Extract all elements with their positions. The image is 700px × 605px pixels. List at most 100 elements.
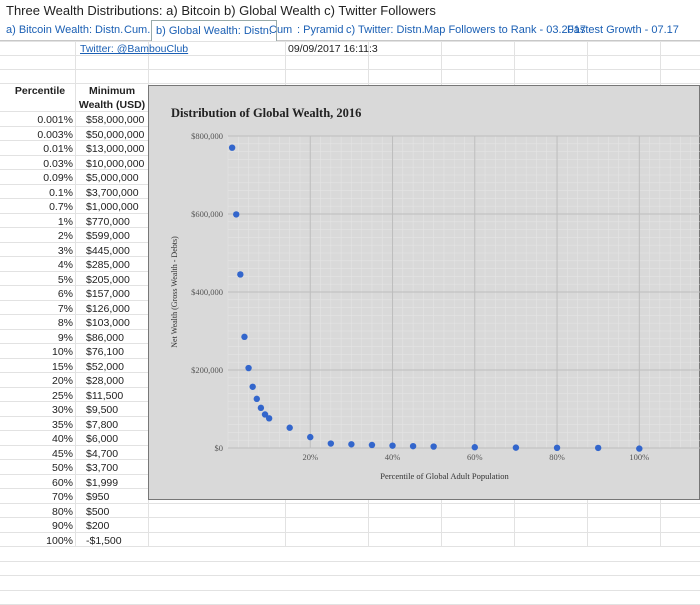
percentile-cell[interactable]: 0.7% <box>49 201 73 213</box>
data-point <box>237 271 244 278</box>
data-point <box>257 404 265 412</box>
percentile-cell[interactable]: 4% <box>57 259 73 271</box>
min-wealth-cell[interactable]: $28,000 <box>86 375 124 387</box>
min-wealth-cell[interactable]: $1,000,000 <box>86 201 139 213</box>
min-wealth-cell[interactable]: $52,000 <box>86 360 124 373</box>
wealth-distribution-chart[interactable]: Distribution of Global Wealth, 2016 $0 $2… <box>148 85 700 500</box>
percentile-cell[interactable]: 5% <box>57 273 73 286</box>
x-tick-label: 100% <box>629 452 649 462</box>
y-tick-label: $400,000 <box>191 287 223 297</box>
min-wealth-cell[interactable]: $445,000 <box>86 244 130 257</box>
y-tick-label: $600,000 <box>191 209 223 219</box>
min-wealth-cell[interactable]: $58,000,000 <box>86 114 145 126</box>
percentile-cell[interactable]: 0.03% <box>43 157 73 170</box>
percentile-cell[interactable]: 1% <box>57 215 73 228</box>
min-wealth-cell[interactable]: $770,000 <box>86 215 130 228</box>
data-point <box>253 395 260 403</box>
tab-bitcoin-cum[interactable]: Cum. <box>124 24 151 36</box>
min-wealth-cell[interactable]: -$1,500 <box>86 534 122 547</box>
min-wealth-cell[interactable]: $205,000 <box>86 273 130 286</box>
min-wealth-cell[interactable]: $10,000,000 <box>86 157 145 170</box>
percentile-cell[interactable]: 0.001% <box>37 114 73 126</box>
percentile-cell[interactable]: 60% <box>51 476 73 489</box>
data-point <box>245 364 252 372</box>
min-wealth-cell[interactable]: $3,700,000 <box>86 186 139 199</box>
y-tick-label: $0 <box>215 443 224 453</box>
min-wealth-cell[interactable]: $157,000 <box>86 288 130 300</box>
percentile-header: Percentile <box>14 85 66 97</box>
min-wealth-cell[interactable]: $76,100 <box>86 346 124 358</box>
percentile-cell[interactable]: 0.1% <box>49 186 73 199</box>
x-tick-label: 20% <box>302 452 318 462</box>
percentile-cell[interactable]: 50% <box>51 462 73 474</box>
percentile-cell[interactable]: 25% <box>51 389 73 402</box>
data-point <box>241 333 248 341</box>
y-tick-label: $800,000 <box>191 131 223 141</box>
data-point <box>409 442 417 450</box>
min-wealth-cell[interactable]: $5,000,000 <box>86 172 139 184</box>
tab-pyramid[interactable]: : Pyramid <box>297 24 344 36</box>
y-axis-label: Net Wealth (Gross Wealth - Debts) <box>170 236 179 348</box>
window-title: Three Wealth Distributions: a) Bitcoin b… <box>6 3 436 18</box>
tab-map-followers[interactable]: Map Followers to Rank - 03.2017 <box>424 24 587 36</box>
min-wealth-cell[interactable]: $950 <box>86 491 110 503</box>
percentile-cell[interactable]: 6% <box>57 288 73 300</box>
percentile-cell[interactable]: 20% <box>51 375 73 387</box>
min-wealth-cell[interactable]: $9,500 <box>86 404 119 416</box>
tab-global-wealth-distn[interactable]: b) Global Wealth: Distn. <box>151 20 277 42</box>
percentile-cell[interactable]: 15% <box>51 360 73 373</box>
percentile-cell[interactable]: 70% <box>51 491 73 503</box>
percentile-cell[interactable]: 35% <box>51 418 73 431</box>
min-wealth-cell[interactable]: $285,000 <box>86 259 130 271</box>
percentile-cell[interactable]: 9% <box>57 331 73 344</box>
chart-title: Distribution of Global Wealth, 2016 <box>171 106 362 120</box>
percentile-cell[interactable]: 100% <box>46 534 73 547</box>
min-wealth-cell[interactable]: $500 <box>86 505 110 518</box>
percentile-cell[interactable]: 0.01% <box>43 143 73 155</box>
tab-fastest-growth[interactable]: Fastest Growth - 07.17 <box>567 24 679 36</box>
percentile-cell[interactable]: 0.003% <box>37 128 73 141</box>
min-wealth-header: Minimum <box>88 85 136 97</box>
data-point <box>553 444 561 452</box>
data-point <box>286 424 293 431</box>
min-wealth-cell[interactable]: $7,800 <box>86 418 119 431</box>
percentile-cell[interactable]: 90% <box>51 520 73 532</box>
min-wealth-cell[interactable]: $1,999 <box>86 476 119 489</box>
twitter-link[interactable]: Twitter: @BambouClub <box>80 43 189 55</box>
percentile-cell[interactable]: 30% <box>51 404 73 416</box>
percentile-cell[interactable]: 8% <box>57 317 73 329</box>
percentile-cell[interactable]: 10% <box>51 346 73 358</box>
percentile-cell[interactable]: 0.09% <box>43 172 73 184</box>
timestamp-cell: 09/09/2017 16:11:3 <box>288 43 378 55</box>
min-wealth-cell[interactable]: $599,000 <box>86 230 130 242</box>
data-point <box>327 440 335 447</box>
tab-bitcoin-distn[interactable]: a) Bitcoin Wealth: Distn. <box>6 24 124 36</box>
data-point <box>233 211 240 218</box>
tab-twitter-distn[interactable]: c) Twitter: Distn. <box>346 24 425 36</box>
data-point <box>430 443 437 450</box>
min-wealth-cell[interactable]: $6,000 <box>86 433 119 445</box>
min-wealth-cell[interactable]: $4,700 <box>86 447 119 460</box>
percentile-cell[interactable]: 45% <box>51 447 73 460</box>
percentile-cell[interactable]: 3% <box>57 244 73 257</box>
min-wealth-cell[interactable]: $13,000,000 <box>86 143 145 155</box>
min-wealth-cell[interactable]: $50,000,000 <box>86 128 145 141</box>
tab-global-wealth-cum[interactable]: Cum <box>269 24 293 36</box>
data-point <box>265 415 273 422</box>
min-wealth-cell[interactable]: $103,000 <box>86 317 130 329</box>
percentile-cell[interactable]: 40% <box>51 433 73 445</box>
data-point <box>636 445 643 452</box>
percentile-cell[interactable]: 80% <box>51 505 73 518</box>
percentile-cell[interactable]: 7% <box>57 302 73 315</box>
min-wealth-cell[interactable]: $126,000 <box>86 302 130 315</box>
min-wealth-cell[interactable]: $3,700 <box>86 462 119 474</box>
data-point <box>368 441 376 449</box>
x-tick-label: 60% <box>467 452 483 462</box>
percentile-cell[interactable]: 2% <box>57 230 73 242</box>
min-wealth-cell[interactable]: $11,500 <box>86 389 124 402</box>
min-wealth-cell[interactable]: $200 <box>86 520 110 532</box>
data-point <box>228 144 236 151</box>
min-wealth-unit-header: Wealth (USD) <box>78 99 146 111</box>
min-wealth-cell[interactable]: $86,000 <box>86 331 124 344</box>
data-point <box>249 383 256 390</box>
